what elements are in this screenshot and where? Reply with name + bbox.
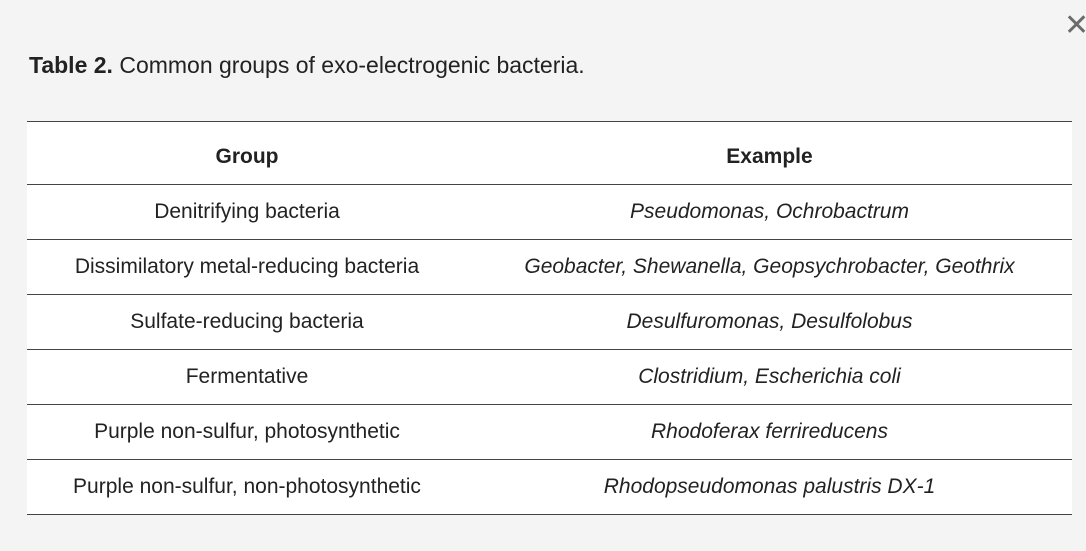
example-cell: Pseudomonas, Ochrobactrum bbox=[467, 184, 1072, 240]
example-cell: Clostridium, Escherichia coli bbox=[467, 349, 1072, 405]
table-container: Group Example Denitrifying bacteria Pseu… bbox=[27, 121, 1072, 515]
group-cell: Purple non-sulfur, non-photosynthetic bbox=[27, 459, 467, 515]
group-cell: Purple non-sulfur, photosynthetic bbox=[27, 404, 467, 460]
caption-text: Common groups of exo-electrogenic bacter… bbox=[112, 52, 585, 78]
column-header-example: Example bbox=[467, 121, 1072, 185]
table-row: Purple non-sulfur, non-photosynthetic Rh… bbox=[27, 459, 1072, 515]
group-cell: Fermentative bbox=[27, 349, 467, 405]
table-row: Fermentative Clostridium, Escherichia co… bbox=[27, 349, 1072, 405]
table-header: Group Example bbox=[27, 121, 1072, 185]
column-header-group: Group bbox=[27, 121, 467, 185]
table-row: Dissimilatory metal-reducing bacteria Ge… bbox=[27, 239, 1072, 295]
example-cell: Rhodopseudomonas palustris DX-1 bbox=[467, 459, 1072, 515]
table-row: Purple non-sulfur, photosynthetic Rhodof… bbox=[27, 404, 1072, 460]
table-caption: Table 2. Common groups of exo-electrogen… bbox=[29, 50, 585, 80]
table-row: Denitrifying bacteria Pseudomonas, Ochro… bbox=[27, 184, 1072, 240]
group-cell: Denitrifying bacteria bbox=[27, 184, 467, 240]
group-cell: Dissimilatory metal-reducing bacteria bbox=[27, 239, 467, 295]
header-row: Group Example bbox=[27, 121, 1072, 185]
table-row: Sulfate-reducing bacteria Desulfuromonas… bbox=[27, 294, 1072, 350]
example-cell: Rhodoferax ferrireducens bbox=[467, 404, 1072, 460]
example-cell: Desulfuromonas, Desulfolobus bbox=[467, 294, 1072, 350]
example-cell: Geobacter, Shewanella, Geopsychrobacter,… bbox=[467, 239, 1072, 295]
caption-label: Table 2. bbox=[29, 52, 113, 78]
bacteria-table: Group Example Denitrifying bacteria Pseu… bbox=[27, 121, 1072, 515]
table-body: Denitrifying bacteria Pseudomonas, Ochro… bbox=[27, 184, 1072, 515]
close-icon[interactable]: ✕ bbox=[1064, 8, 1086, 43]
group-cell: Sulfate-reducing bacteria bbox=[27, 294, 467, 350]
